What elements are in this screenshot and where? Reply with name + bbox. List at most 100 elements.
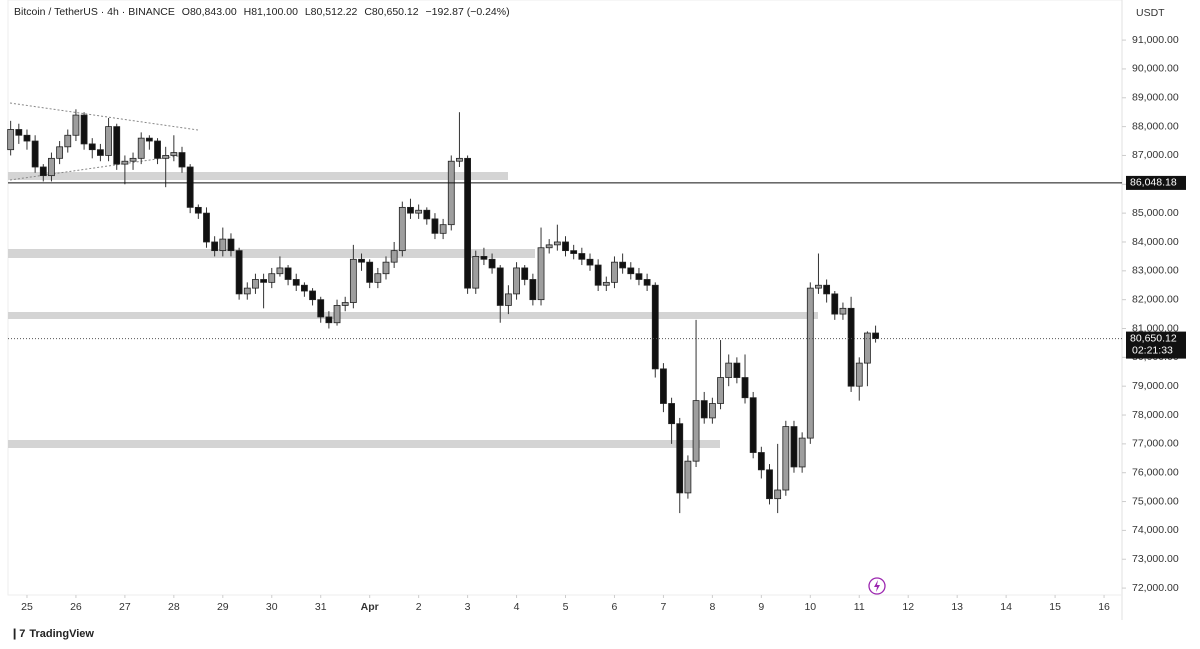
candle-body — [774, 489, 782, 500]
y-tick-label: 72,000.00 — [1132, 582, 1179, 594]
candle-body — [186, 166, 194, 208]
y-tick-label: 90,000.00 — [1132, 63, 1179, 75]
y-tick-label: 76,000.00 — [1132, 466, 1179, 478]
candle-body — [284, 267, 292, 280]
zone — [8, 440, 720, 448]
candle-body — [276, 267, 284, 275]
candle-body — [137, 137, 145, 159]
candle-body — [757, 452, 765, 471]
candle-body — [56, 146, 64, 159]
candle-body — [660, 368, 667, 404]
price-line-label: 86,048.18 — [1130, 177, 1177, 189]
candle-body — [203, 212, 210, 243]
candle-body — [684, 460, 692, 494]
candle-body — [766, 469, 773, 500]
candle-body — [643, 279, 651, 286]
x-tick-label: 28 — [168, 601, 180, 613]
candle-body — [194, 206, 202, 214]
x-tick-label: 11 — [854, 601, 865, 613]
x-tick-label: 5 — [563, 601, 569, 613]
candle-body — [31, 140, 39, 168]
candle-body — [260, 279, 268, 283]
zone — [8, 249, 535, 258]
candle-body — [431, 218, 439, 234]
candle-body — [586, 258, 594, 266]
candle-body — [676, 423, 684, 494]
y-tick-label: 73,000.00 — [1132, 553, 1179, 565]
candle-body — [480, 256, 488, 260]
y-tick-label: 84,000.00 — [1132, 236, 1179, 248]
candle-body — [227, 238, 235, 252]
x-tick-label: 3 — [465, 601, 471, 613]
x-tick-label: 14 — [1000, 601, 1012, 613]
change: −192.87 (−0.24%) — [425, 6, 510, 18]
candle-body — [235, 250, 243, 295]
candle-body — [456, 157, 463, 162]
x-tick-label: 25 — [21, 601, 33, 613]
candle-body — [105, 126, 112, 156]
candle-body — [545, 244, 553, 249]
candle-body — [488, 258, 496, 269]
candle-body — [627, 267, 635, 275]
y-tick-label: 77,000.00 — [1132, 438, 1179, 450]
candle-body — [407, 206, 414, 214]
price-line-box — [1126, 175, 1186, 190]
candle-body — [553, 241, 561, 246]
candle-body — [513, 267, 520, 295]
x-tick-label: 27 — [119, 601, 131, 613]
x-tick-label: 8 — [709, 601, 715, 613]
candle-body — [48, 157, 55, 177]
zones — [8, 172, 818, 448]
candle-body — [831, 293, 839, 315]
x-tick-label: 9 — [758, 601, 764, 613]
candle-body — [847, 307, 855, 387]
candle-body — [129, 157, 137, 162]
candle-body — [39, 166, 47, 177]
x-tick-label: 16 — [1098, 601, 1110, 613]
x-tick-label: 12 — [902, 601, 914, 613]
zone — [8, 172, 508, 180]
candle-body — [864, 332, 871, 364]
y-tick-label: 79,000.00 — [1132, 380, 1179, 392]
lightning-icon[interactable] — [868, 577, 886, 595]
candle-body — [423, 209, 431, 220]
x-tick-label: 30 — [266, 601, 278, 613]
candle-body — [317, 299, 325, 318]
candle-body — [651, 284, 659, 370]
x-tick-label: 7 — [661, 601, 667, 613]
candle-body — [72, 114, 80, 136]
candle-body — [447, 160, 455, 226]
candle-body — [611, 261, 618, 283]
candle-body — [790, 426, 798, 468]
ohlc-low: L80,512.22 — [304, 6, 358, 18]
x-tick-label: 2 — [416, 601, 422, 613]
symbol-header: Bitcoin / TetherUS · 4h · BINANCE O80,84… — [14, 6, 514, 18]
y-tick-label: 78,000.00 — [1132, 409, 1179, 421]
currency-label: USDT — [1136, 7, 1165, 19]
candle-body — [708, 403, 716, 419]
candle-body — [7, 129, 15, 151]
candle-body — [749, 397, 757, 453]
x-tick-label: 26 — [70, 601, 82, 613]
candle-body — [88, 143, 96, 151]
x-tick-label: 6 — [612, 601, 618, 613]
candle-body — [725, 362, 733, 378]
candle-body — [619, 261, 627, 269]
trendline — [9, 154, 186, 181]
candle-body — [798, 437, 806, 468]
candle-body — [178, 152, 186, 168]
candle-body — [594, 264, 602, 286]
candle-body — [301, 284, 308, 292]
y-tick-label: 85,000.00 — [1132, 207, 1179, 219]
candle-body — [529, 279, 537, 301]
logo: ❙7 — [10, 628, 26, 640]
x-tick-label: 15 — [1049, 601, 1061, 613]
candle-body — [668, 403, 675, 425]
candle-body — [823, 284, 831, 295]
icon-bolt[interactable] — [874, 580, 880, 592]
x-tick-label: Apr — [361, 601, 379, 613]
candle-body — [733, 362, 741, 378]
y-tick-label: 89,000.00 — [1132, 92, 1179, 104]
candle-body — [121, 160, 129, 165]
